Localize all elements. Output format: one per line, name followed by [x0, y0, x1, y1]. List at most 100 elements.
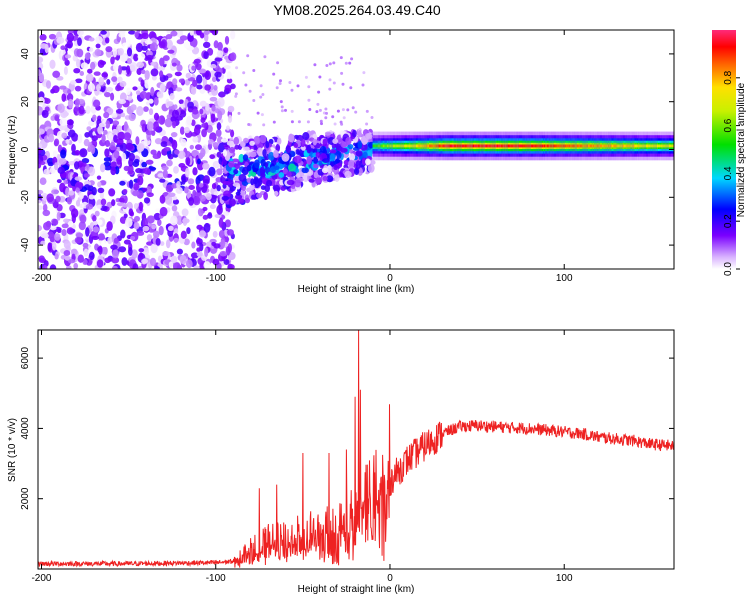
spectrogram-cell	[58, 158, 67, 165]
spectrogram-cell	[537, 144, 539, 148]
spectrogram-cell	[117, 47, 124, 56]
spectrogram-cell	[90, 61, 96, 70]
spectrogram-cell	[103, 157, 111, 162]
spectrogram-cell	[208, 166, 216, 177]
spectrogram-cell	[41, 192, 48, 201]
spectrogram-cell	[378, 144, 380, 148]
spectrogram-cell	[495, 144, 498, 148]
spectrogram-cell	[111, 265, 118, 269]
spectrogram-cell	[286, 179, 295, 186]
spectrogram-cell	[179, 35, 188, 41]
spectrogram-cell	[321, 167, 329, 174]
spectrogram-cell	[569, 144, 571, 148]
spectrogram-cell	[162, 169, 168, 179]
spectrogram-cell	[42, 209, 51, 217]
spectrogram-cell	[160, 141, 168, 148]
spectrogram-cell	[93, 71, 101, 76]
spectrogram-cell	[165, 239, 171, 249]
spectrogram-cell	[469, 144, 471, 148]
spectrogram-cell	[118, 32, 126, 38]
spectrogram-cell	[101, 72, 108, 78]
spectrogram-cell	[263, 191, 268, 201]
spectrogram-cell	[137, 175, 144, 186]
spectrogram-cell	[107, 236, 113, 245]
spectrogram-cell	[613, 144, 615, 148]
spectrogram-cell	[145, 54, 154, 61]
colorbar-tick-label: 0.4	[723, 166, 734, 180]
spectrogram-cell	[367, 163, 375, 173]
spectrogram-cell	[290, 88, 294, 92]
spectrogram-cell	[214, 57, 223, 62]
spectrogram-cell	[649, 144, 651, 148]
spectrogram-cell	[175, 87, 183, 92]
spectrogram-cell	[466, 144, 468, 148]
spectrogram-cell	[96, 204, 102, 210]
spectrogram-cell	[97, 125, 103, 135]
spectrogram-cell	[40, 240, 46, 246]
spectrogram-cell	[606, 144, 608, 148]
spectrogram-cell	[361, 83, 365, 87]
spectrogram-cell	[126, 47, 133, 57]
spectrogram-cell	[597, 144, 599, 148]
spectrogram-cell	[275, 86, 279, 90]
snr-y-label: SNR (10 * v/v)	[7, 418, 18, 482]
spectrogram-cell	[92, 215, 97, 222]
spectrogram-cell	[497, 144, 499, 148]
spectrogram-cell	[161, 165, 169, 171]
spectrogram-cell	[40, 161, 46, 166]
spectrogram-cell	[186, 115, 193, 126]
spectrogram-cell	[191, 119, 196, 127]
spectrogram-cell	[67, 98, 74, 109]
spectrogram-cell	[73, 68, 81, 74]
spectrogram-cell	[215, 129, 222, 137]
spectrogram-cell	[115, 138, 124, 145]
spectrogram-cell	[183, 126, 190, 134]
spectrogram-cell	[122, 188, 128, 194]
spectrogram-cell	[63, 249, 71, 257]
spectrogram-cell	[46, 193, 54, 203]
spectrogram-cell	[227, 264, 235, 269]
spectrogram-cell	[583, 144, 585, 148]
spectrogram-cell	[157, 219, 162, 227]
spectrogram-cell	[52, 218, 59, 226]
spectrogram-cell	[593, 144, 595, 148]
spectrogram-cell	[141, 258, 149, 264]
spectrogram-x-ticks: -200 -100 0 100	[31, 30, 573, 284]
spectrogram-cell	[113, 150, 120, 159]
spectrogram-cell	[64, 127, 70, 133]
spectrogram-cell	[619, 144, 621, 148]
spectrogram-cell	[618, 144, 620, 148]
spectrogram-cell	[51, 85, 60, 94]
spectrogram-cell	[570, 144, 572, 148]
spectrogram-cell	[377, 144, 379, 148]
spectrogram-cell	[143, 106, 149, 112]
colorbar-ticks: 0.0 0.2 0.4 0.6 0.8	[723, 70, 740, 276]
spectrogram-cell	[170, 30, 178, 37]
spectrogram-cell	[349, 153, 356, 161]
spectrogram-cell	[561, 144, 563, 148]
spectrogram-cell	[110, 146, 118, 151]
spectrogram-cell	[233, 136, 240, 146]
spectrogram-cell	[507, 144, 509, 148]
spectrogram-cell	[211, 30, 219, 36]
spectrogram-cell	[176, 248, 183, 255]
spectrogram-cell	[110, 92, 115, 101]
spectrogram-cell	[42, 264, 48, 269]
spectrogram-cell	[91, 235, 100, 240]
spectrogram-cell	[196, 224, 203, 230]
spectrogram-cell	[672, 144, 674, 148]
spectrogram-cell	[63, 66, 68, 76]
spectrogram-cell	[302, 174, 309, 183]
spectrogram-cell	[520, 144, 522, 148]
spectrogram-cell	[143, 197, 151, 204]
spectrogram-cell	[617, 144, 619, 148]
spectrogram-cell	[126, 39, 132, 47]
spectrogram-cell	[374, 144, 376, 148]
spectrogram-cell	[189, 144, 194, 150]
spectrogram-cell	[488, 144, 490, 148]
spectrogram-cell	[117, 131, 126, 141]
spectrogram-cell	[82, 259, 88, 265]
spectrogram-cell	[435, 144, 437, 148]
spectrogram-cell	[49, 225, 57, 231]
